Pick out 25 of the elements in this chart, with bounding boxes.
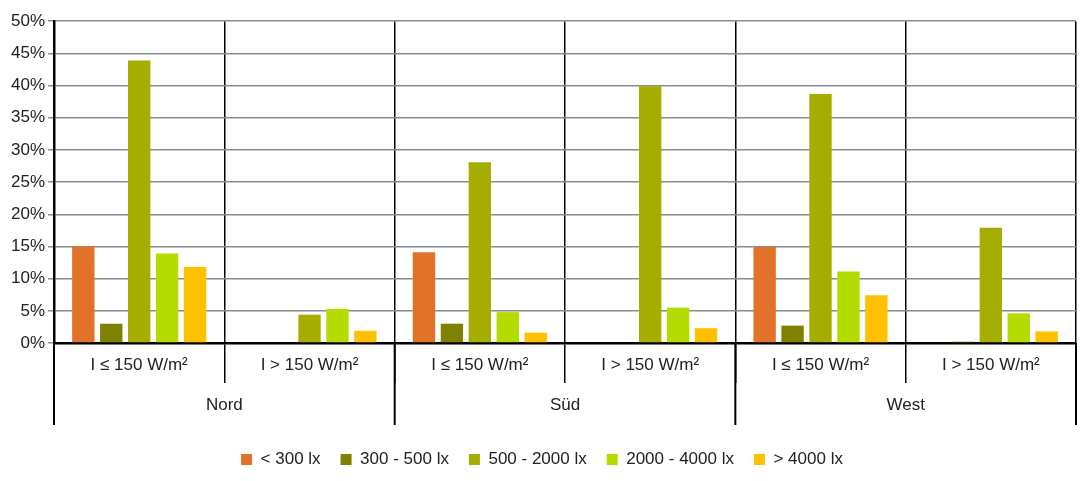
y-tick-label: 5% [20,300,46,320]
x-tick-label: I > 150 W/m² [941,354,1041,374]
x-tick-label: I > 150 W/m² [601,354,700,374]
y-tick-label: 20% [10,203,46,223]
x-tick-label: I ≤ 150 W/m² [771,354,870,374]
x-tick-label: I > 150 W/m² [260,354,359,374]
y-tick-label: 40% [10,75,46,95]
x-tick-label: I ≤ 150 W/m² [90,354,189,374]
legend-label: 2000 - 4000 lx [626,449,735,469]
text: West [886,394,926,414]
y-tick-label: 15% [10,236,46,256]
y-tick-label: 45% [10,43,46,63]
y-tick-label: 30% [10,139,46,159]
y-tick-label: 35% [10,107,46,127]
text: Nord [205,394,243,414]
legend-label: 300 - 500 lx [360,449,450,469]
legend-label: 500 - 2000 lx [488,449,588,469]
text: Süd [549,394,581,414]
legend-label: < 300 lx [260,449,322,469]
y-tick-label: 0% [20,332,46,352]
y-tick-label: 50% [10,10,46,30]
y-tick-label: 10% [10,268,46,288]
x-tick-label: I ≤ 150 W/m² [431,354,529,374]
y-tick-label: 25% [10,171,46,191]
legend-label: > 4000 lx [773,449,844,469]
